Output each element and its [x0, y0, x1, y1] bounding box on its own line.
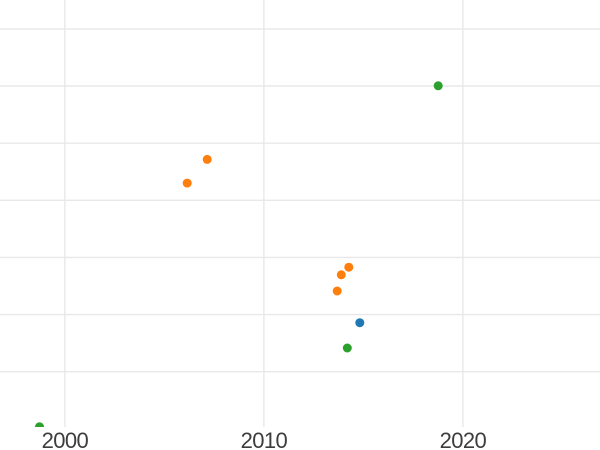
svg-text:2010: 2010	[241, 428, 288, 450]
svg-text:2000: 2000	[42, 428, 89, 450]
svg-text:2020: 2020	[440, 428, 487, 450]
